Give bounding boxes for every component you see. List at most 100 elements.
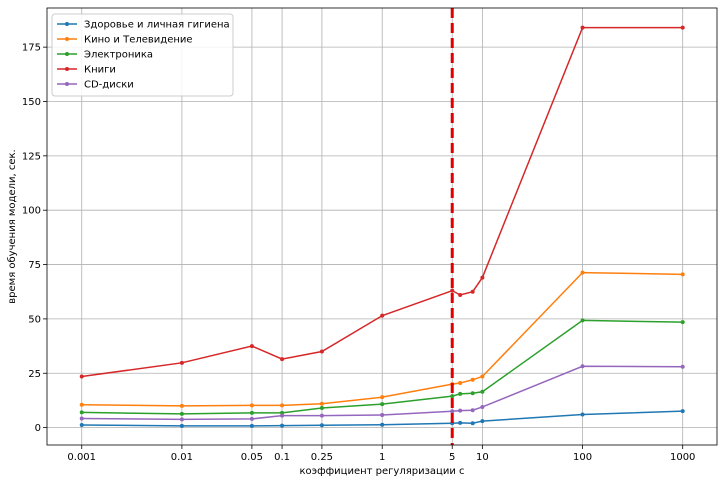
legend-label: Кино и Телевидение [84,35,193,46]
legend-item: Книги [57,65,116,76]
legend-label: CD-диски [84,80,134,91]
data-point [480,374,485,379]
data-point [470,377,475,382]
x-tick-label: 1000 [670,452,695,463]
x-tick-label: 0.1 [274,452,290,463]
data-point [249,410,254,415]
data-point [580,412,585,417]
data-point [580,364,585,369]
x-tick-label: 0.01 [171,452,193,463]
data-point [580,25,585,30]
legend-marker [65,82,69,86]
data-point [280,423,285,428]
series-Книги [79,25,685,379]
x-tick-label: 0.05 [241,452,263,463]
series-line [81,26,683,378]
y-tick-label: 100 [22,206,41,217]
y-tick-label: 150 [22,97,41,108]
data-point [319,413,324,418]
x-tick-label: 10 [476,452,489,463]
data-point [280,410,285,415]
y-tick-label: 25 [28,369,41,380]
data-point [458,292,463,297]
data-point [179,417,184,422]
series-Электроника [79,318,685,416]
data-point [480,389,485,394]
data-point [319,349,324,354]
legend-marker [65,22,69,26]
series-CD-диски [79,364,685,422]
data-point [458,408,463,413]
legend-item: Здоровье и личная гигиена [57,20,230,31]
data-point [380,422,385,427]
data-point [680,320,685,325]
series-line [81,365,683,421]
data-point [458,391,463,396]
data-point [280,357,285,362]
y-tick-label: 125 [22,151,41,162]
x-axis-ticks: 0.001 0.01 0.05 0.1 0.25 1 5 10 100 1000 [67,445,695,463]
legend-label: Здоровье и личная гигиена [84,20,230,31]
data-point [480,404,485,409]
legend-item: Кино и Телевидение [57,35,193,46]
data-point [319,401,324,406]
x-tick-label: 5 [449,452,455,463]
legend-item: Электроника [57,50,153,61]
data-point [480,419,485,424]
data-point [470,391,475,396]
data-point [280,403,285,408]
data-point [319,423,324,428]
legend-marker [65,67,69,71]
x-tick-label: 100 [573,452,592,463]
x-tick-label: 1 [379,452,385,463]
legend-item: CD-диски [57,80,134,91]
data-point [450,409,455,414]
series-line [81,271,683,407]
grid-lines [47,8,717,445]
data-point [470,289,475,294]
data-point [458,381,463,386]
y-axis-ticks: 0 25 50 75 100 125 150 175 [22,43,47,434]
legend-label: Книги [84,65,116,76]
data-point [79,416,84,421]
x-tick-label: 0.25 [311,452,333,463]
data-point [450,394,455,399]
data-point [680,25,685,30]
legend-box [51,13,234,97]
data-point [79,374,84,379]
series-line [81,319,683,415]
data-point [380,402,385,407]
y-axis-label: время обучения модели, сек. [7,149,18,303]
legend-marker [65,52,69,56]
series-layer [79,25,685,428]
data-point [280,413,285,418]
data-point [249,423,254,428]
series-line [81,410,683,427]
series-Кино и Телевидение [79,270,685,408]
data-point [380,412,385,417]
data-point [179,411,184,416]
data-point [380,395,385,400]
data-point [450,288,455,293]
series-Здоровье и личная гигиена [79,409,685,428]
data-point [179,403,184,408]
data-point [580,270,585,275]
data-point [249,416,254,421]
y-tick-label: 50 [28,314,41,325]
y-tick-label: 75 [28,260,41,271]
data-point [380,313,385,318]
data-point [470,421,475,426]
data-point [179,423,184,428]
legend-marker [65,37,69,41]
x-tick-label: 0.001 [67,452,96,463]
data-point [179,360,184,365]
data-point [680,364,685,369]
y-tick-label: 175 [22,43,41,54]
x-axis-label: коэффициент регуляризации с [299,466,464,477]
data-point [249,403,254,408]
data-point [79,410,84,415]
data-point [249,344,254,349]
data-point [319,406,324,411]
data-point [680,272,685,277]
